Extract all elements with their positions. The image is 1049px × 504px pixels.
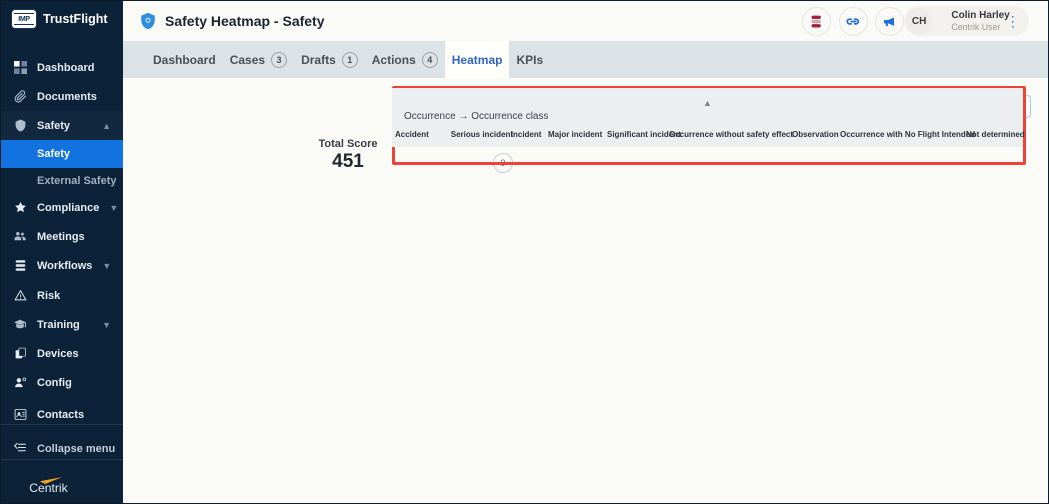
svg-text:Centrik: Centrik	[29, 480, 68, 494]
